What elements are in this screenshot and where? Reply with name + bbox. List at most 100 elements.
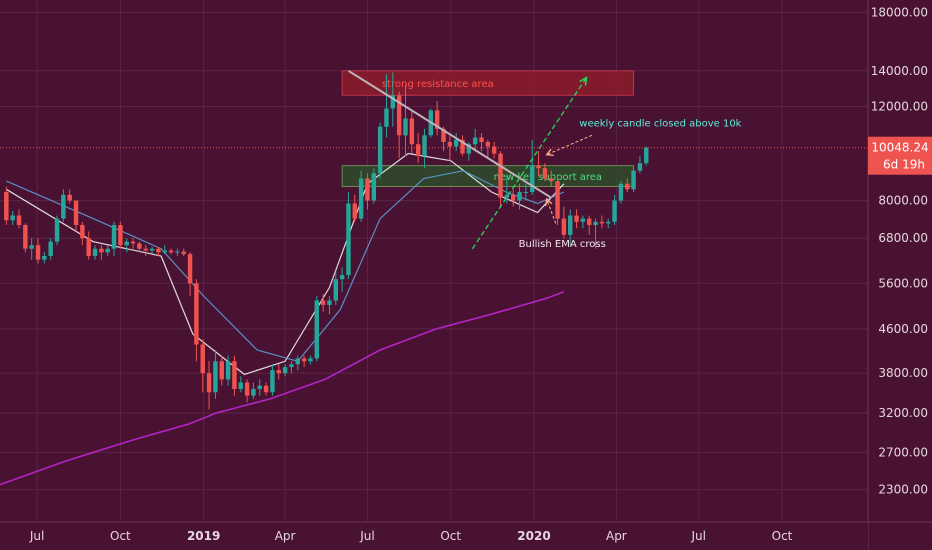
candle-body xyxy=(314,300,320,359)
candle-countdown: 6d 19h xyxy=(883,158,925,172)
candle-body xyxy=(29,245,34,249)
annotation-arrow xyxy=(546,198,557,224)
candle-body xyxy=(61,194,66,219)
candle-body xyxy=(181,251,186,255)
candle-body xyxy=(612,200,617,222)
y-tick-label: 3800.00 xyxy=(878,366,928,380)
y-tick-label: 3200.00 xyxy=(878,406,928,420)
candle-body xyxy=(618,183,624,201)
y-tick-label: 8000.00 xyxy=(878,194,928,208)
candle-body xyxy=(276,370,281,374)
last-price-value: 10048.24 xyxy=(871,141,928,155)
y-axis-panel[interactable] xyxy=(868,0,932,522)
candle-body xyxy=(23,224,28,249)
x-tick-label: Jul xyxy=(691,529,706,543)
candle-body xyxy=(105,248,110,253)
candle-body xyxy=(485,141,491,147)
candle-body xyxy=(194,283,199,345)
candle-body xyxy=(453,139,459,147)
candle-body xyxy=(232,361,237,389)
candle-body xyxy=(542,168,548,179)
candle-body xyxy=(162,250,167,253)
candle-body xyxy=(415,144,421,156)
candle-body xyxy=(42,255,47,260)
annotation-text: Bullish EMA cross xyxy=(519,239,606,250)
candle-body xyxy=(130,241,136,244)
candle-body xyxy=(263,385,269,393)
candle-body xyxy=(390,95,396,109)
candle-body xyxy=(320,300,326,305)
resistance-zone-label: strong resistance area xyxy=(382,79,494,90)
x-tick-label: Oct xyxy=(110,529,131,543)
y-tick-label: 2700.00 xyxy=(878,445,928,459)
candle-body xyxy=(637,163,643,171)
candle-body xyxy=(504,194,510,198)
candle-body xyxy=(510,194,516,201)
candle-body xyxy=(92,248,98,256)
candle-body xyxy=(377,126,383,174)
indicator-lines xyxy=(0,152,565,486)
ma_long-line xyxy=(0,290,565,486)
candle-body xyxy=(333,279,339,301)
y-tick-label: 18000.00 xyxy=(871,6,928,20)
price-tag-box xyxy=(868,136,932,175)
candle-body xyxy=(124,241,129,246)
candle-body xyxy=(137,243,142,249)
y-tick-label: 5600.00 xyxy=(878,276,928,290)
trendline-up-arrowhead xyxy=(579,76,588,86)
candle-body xyxy=(568,215,573,235)
candle-body xyxy=(219,361,224,380)
candle-body xyxy=(574,215,579,222)
candle-body xyxy=(384,108,389,127)
candle-body xyxy=(35,245,41,260)
candle-body xyxy=(67,194,72,201)
trendlines xyxy=(347,69,588,250)
x-tick-label: Apr xyxy=(275,529,296,543)
candles xyxy=(4,72,649,410)
x-tick-label: Apr xyxy=(606,529,627,543)
candle-body xyxy=(396,95,402,136)
x-tick-label: Oct xyxy=(772,529,793,543)
candle-body xyxy=(517,192,522,201)
candle-body xyxy=(599,221,605,224)
candle-body xyxy=(479,137,484,142)
candle-body xyxy=(10,215,15,221)
candle-body xyxy=(48,241,53,256)
candle-body xyxy=(213,361,218,393)
candle-body xyxy=(301,358,307,362)
candle-body xyxy=(225,361,231,380)
x-tick-label: Jul xyxy=(29,529,44,543)
y-tick-label: 4600.00 xyxy=(878,322,928,336)
candle-body xyxy=(156,248,161,253)
trendline-up xyxy=(471,77,588,250)
y-axis-labels: 18000.00 14000.00 12000.00 8000.00 6800.00 56… xyxy=(871,6,928,497)
candle-body xyxy=(403,118,408,136)
candle-body xyxy=(168,250,174,253)
candle-body xyxy=(80,224,85,239)
x-axis-panel[interactable] xyxy=(0,522,868,550)
x-tick-label: Jul xyxy=(359,529,374,543)
candle-body xyxy=(175,251,180,253)
candle-body xyxy=(536,165,541,169)
candle-body xyxy=(358,178,364,219)
candle-body xyxy=(257,385,262,389)
candle-body xyxy=(422,135,427,156)
candle-body xyxy=(548,178,554,182)
x-tick-label: Oct xyxy=(440,529,461,543)
candle-body xyxy=(409,118,415,145)
trendline-down xyxy=(347,69,552,199)
candle-body xyxy=(143,248,148,251)
last-price-tag: 10048.24 6d 19h xyxy=(868,136,932,175)
candle-body xyxy=(54,218,60,242)
candle-body xyxy=(606,221,611,224)
candle-body xyxy=(295,358,300,365)
candle-body xyxy=(523,192,529,194)
x-tick-label: 2019 xyxy=(187,529,220,543)
candle-body xyxy=(593,221,598,225)
candle-body xyxy=(352,203,358,219)
candle-body xyxy=(289,364,294,368)
candle-body xyxy=(498,153,503,198)
candle-body xyxy=(555,181,560,219)
candle-body xyxy=(282,367,288,374)
